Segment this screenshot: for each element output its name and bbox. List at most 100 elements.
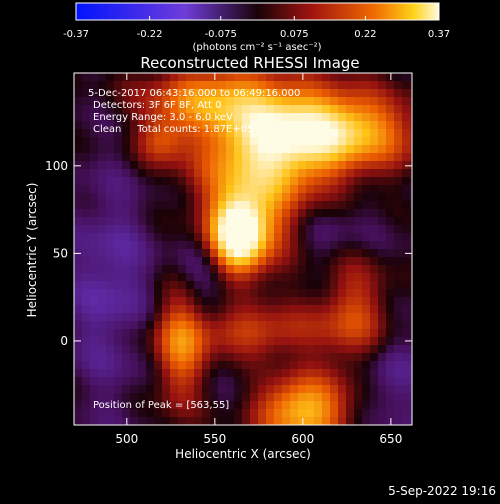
heatmap-cell — [378, 417, 387, 426]
heatmap-cell — [154, 137, 163, 146]
heatmap-cell — [154, 153, 163, 162]
heatmap-cell — [74, 265, 83, 274]
heatmap-cell — [218, 393, 227, 402]
heatmap-cell — [282, 305, 291, 314]
heatmap-cell — [202, 97, 211, 106]
heatmap-cell — [162, 225, 171, 234]
heatmap-cell — [178, 385, 187, 394]
heatmap-cell — [178, 249, 187, 258]
heatmap-cell — [274, 241, 283, 250]
heatmap-cell — [314, 393, 323, 402]
heatmap-cell — [122, 329, 131, 338]
heatmap-cell — [314, 97, 323, 106]
heatmap-cell — [266, 153, 275, 162]
heatmap-cell — [106, 137, 115, 146]
heatmap-cell — [146, 377, 155, 386]
heatmap-cell — [362, 369, 371, 378]
heatmap-cell — [74, 177, 83, 186]
heatmap-cell — [242, 369, 251, 378]
heatmap-cell — [218, 305, 227, 314]
heatmap-cell — [202, 361, 211, 370]
heatmap-cell — [370, 377, 379, 386]
heatmap-cell — [314, 417, 323, 426]
heatmap-cell — [210, 281, 219, 290]
heatmap-cell — [170, 409, 179, 418]
heatmap-cell — [74, 89, 83, 98]
heatmap-cell — [90, 185, 99, 194]
heatmap-cell — [138, 289, 147, 298]
heatmap-cell — [410, 353, 413, 362]
heatmap-cell — [250, 297, 259, 306]
heatmap-cell — [162, 345, 171, 354]
heatmap-cell — [394, 313, 403, 322]
heatmap-cell — [250, 185, 259, 194]
heatmap-cell — [282, 129, 291, 138]
heatmap-cell — [242, 113, 251, 122]
heatmap-cell — [282, 177, 291, 186]
heatmap-cell — [154, 273, 163, 282]
heatmap-cell — [106, 233, 115, 242]
heatmap-cell — [250, 201, 259, 210]
heatmap-cell — [402, 201, 411, 210]
heatmap-cell — [186, 305, 195, 314]
heatmap-cell — [114, 201, 123, 210]
heatmap-cell — [402, 281, 411, 290]
heatmap-cell — [266, 161, 275, 170]
heatmap-cell — [402, 145, 411, 154]
heatmap-cell — [234, 113, 243, 122]
heatmap-cell — [290, 193, 299, 202]
heatmap-cell — [378, 145, 387, 154]
heatmap-cell — [162, 289, 171, 298]
heatmap-cell — [330, 273, 339, 282]
heatmap-cell — [338, 417, 347, 426]
heatmap-cell — [178, 377, 187, 386]
heatmap-cell — [106, 97, 115, 106]
heatmap-cell — [370, 105, 379, 114]
heatmap-cell — [218, 409, 227, 418]
heatmap-cell — [90, 401, 99, 410]
heatmap-cell — [186, 361, 195, 370]
heatmap-cell — [186, 81, 195, 90]
heatmap-cell — [242, 281, 251, 290]
heatmap-cell — [122, 393, 131, 402]
heatmap-cell — [162, 97, 171, 106]
heatmap-cell — [106, 297, 115, 306]
heatmap-cell — [338, 73, 347, 82]
heatmap-cell — [194, 169, 203, 178]
heatmap-cell — [258, 121, 267, 130]
heatmap-cell — [386, 297, 395, 306]
annotation-clean-counts: Clean Total counts: 1.87E+05 — [93, 124, 253, 135]
heatmap-cell — [250, 217, 259, 226]
heatmap-cell — [394, 321, 403, 330]
heatmap-cell — [346, 73, 355, 82]
heatmap-cell — [314, 145, 323, 154]
heatmap-cell — [130, 265, 139, 274]
heatmap-cell — [282, 97, 291, 106]
heatmap-cell — [346, 345, 355, 354]
heatmap-cell — [402, 169, 411, 178]
heatmap-cell — [258, 313, 267, 322]
heatmap-cell — [410, 377, 413, 386]
heatmap-cell — [170, 393, 179, 402]
heatmap-cell — [354, 345, 363, 354]
heatmap-cell — [218, 153, 227, 162]
heatmap-cell — [330, 377, 339, 386]
heatmap-cell — [386, 233, 395, 242]
heatmap-cell — [274, 137, 283, 146]
colorbar-unit-label: (photons cm⁻² s⁻¹ asec⁻²) — [192, 42, 321, 53]
heatmap-cell — [274, 353, 283, 362]
heatmap-cell — [178, 217, 187, 226]
heatmap-cell — [74, 353, 83, 362]
heatmap-cell — [354, 89, 363, 98]
heatmap-cell — [170, 313, 179, 322]
heatmap-cell — [74, 313, 83, 322]
heatmap-cell — [114, 169, 123, 178]
heatmap-cell — [114, 81, 123, 90]
heatmap-cell — [106, 313, 115, 322]
heatmap-cell — [226, 121, 235, 130]
heatmap-cell — [362, 105, 371, 114]
heatmap-cell — [154, 73, 163, 82]
heatmap-cell — [250, 361, 259, 370]
heatmap-cell — [114, 313, 123, 322]
heatmap-cell — [98, 121, 107, 130]
